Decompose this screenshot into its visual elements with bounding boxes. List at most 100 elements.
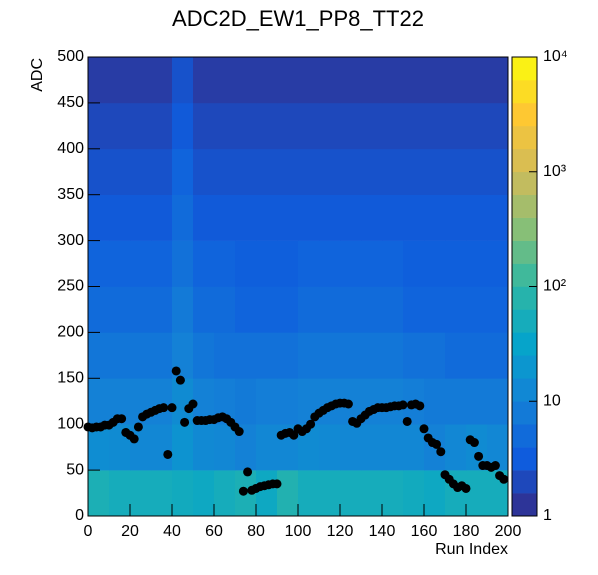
- y-axis-label: ADC: [29, 58, 46, 92]
- heatmap-cell: [235, 240, 257, 287]
- heatmap-cell: [214, 194, 236, 241]
- heatmap-cell: [172, 240, 194, 287]
- colorbar-band: [512, 240, 537, 264]
- heatmap-cell: [88, 424, 110, 471]
- heatmap-cell: [214, 424, 236, 471]
- heatmap-cell: [172, 194, 194, 241]
- heatmap-cell: [130, 194, 152, 241]
- heatmap-cell: [193, 332, 215, 379]
- heatmap-cell: [109, 332, 131, 379]
- heatmap-cell: [466, 286, 488, 333]
- x-tick-label: 60: [205, 523, 223, 540]
- heatmap-cell: [403, 102, 425, 150]
- x-tick-label: 180: [453, 523, 480, 540]
- heatmap-cell: [172, 470, 194, 517]
- heatmap-cell: [466, 240, 488, 287]
- scatter-point: [398, 400, 408, 410]
- y-tick-label: 350: [57, 186, 84, 203]
- colorbar-tick-label: 10²: [543, 278, 567, 295]
- heatmap-cell: [340, 194, 362, 241]
- y-tick-label: 300: [57, 232, 84, 249]
- heatmap-cell: [277, 378, 299, 425]
- colorbar-tick-label: 10³: [543, 163, 567, 180]
- heatmap-cell: [340, 286, 362, 333]
- heatmap-cell: [172, 57, 194, 104]
- heatmap-cell: [403, 286, 425, 333]
- heatmap-cell: [130, 102, 152, 150]
- heatmap-cell: [256, 286, 278, 333]
- heatmap-cell: [487, 424, 509, 471]
- scatter-point: [238, 486, 248, 496]
- colorbar-band: [512, 79, 537, 104]
- heatmap-cell: [277, 194, 299, 241]
- heatmap-cell: [88, 332, 110, 379]
- heatmap-cell: [445, 194, 467, 241]
- heatmap-cell: [382, 102, 404, 150]
- heatmap-cell: [235, 102, 257, 150]
- heatmap-cell: [424, 286, 446, 333]
- colorbar-tick-label: 10: [543, 392, 561, 409]
- heatmap-cell: [193, 286, 215, 333]
- heatmap-cell: [298, 194, 320, 241]
- colorbar-band: [512, 309, 537, 333]
- heatmap-cell: [88, 240, 110, 287]
- heatmap-cell: [109, 57, 131, 104]
- scatter-point: [419, 424, 429, 434]
- heatmap-cell: [361, 470, 383, 517]
- heatmap-cell: [319, 102, 341, 150]
- heatmap-cell: [487, 378, 509, 425]
- heatmap-cell: [424, 57, 446, 104]
- scatter-point: [343, 399, 353, 409]
- colorbar-band: [512, 424, 537, 448]
- heatmap-cell: [130, 470, 152, 517]
- heatmap-cell: [130, 240, 152, 287]
- colorbar-band: [512, 470, 537, 494]
- colorbar-band: [512, 171, 537, 195]
- x-tick-label: 140: [369, 523, 396, 540]
- heatmap-cell: [130, 148, 152, 195]
- heatmap-cell: [235, 57, 257, 104]
- colorbar-band: [512, 194, 537, 218]
- scatter-point: [415, 401, 425, 411]
- heatmap-cell: [109, 102, 131, 150]
- heatmap-cell: [256, 102, 278, 150]
- heatmap-cell: [424, 148, 446, 195]
- heatmap-cell: [340, 332, 362, 379]
- colorbar-band: [512, 102, 537, 127]
- heatmap-cell: [151, 240, 173, 287]
- heatmap-cell: [382, 194, 404, 241]
- heatmap-cell: [214, 148, 236, 195]
- heatmap-cell: [130, 57, 152, 104]
- y-tick-label: 200: [57, 324, 84, 341]
- heatmap-cell: [340, 57, 362, 104]
- heatmap-cell: [319, 148, 341, 195]
- heatmap-cell: [256, 378, 278, 425]
- colorbar-band: [512, 355, 537, 379]
- heatmap-cell: [193, 470, 215, 517]
- heatmap-cell: [214, 378, 236, 425]
- heatmap-cell: [277, 102, 299, 150]
- heatmap-cell: [424, 378, 446, 425]
- heatmap-cell: [403, 424, 425, 471]
- heatmap-cell: [424, 470, 446, 517]
- heatmap-cell: [382, 470, 404, 517]
- heatmap-cell: [235, 332, 257, 379]
- heatmap-cell: [361, 240, 383, 287]
- heatmap-cell: [445, 57, 467, 104]
- heatmap-cell: [319, 240, 341, 287]
- heatmap-cell: [256, 332, 278, 379]
- colorbar-band: [512, 125, 537, 150]
- x-tick-label: 120: [327, 523, 354, 540]
- heatmap-cell: [445, 102, 467, 150]
- heatmap-cell: [151, 424, 173, 471]
- heatmap-cell: [466, 470, 488, 517]
- heatmap-cell: [319, 57, 341, 104]
- heatmap-cell: [214, 470, 236, 517]
- colorbar-band: [512, 57, 537, 81]
- colorbar-band: [512, 332, 537, 356]
- heatmap-cell: [298, 148, 320, 195]
- heatmap-cell: [340, 424, 362, 471]
- y-tick-label: 100: [57, 415, 84, 432]
- heatmap-cell: [361, 102, 383, 150]
- chart-title: ADC2D_EW1_PP8_TT22: [172, 6, 424, 31]
